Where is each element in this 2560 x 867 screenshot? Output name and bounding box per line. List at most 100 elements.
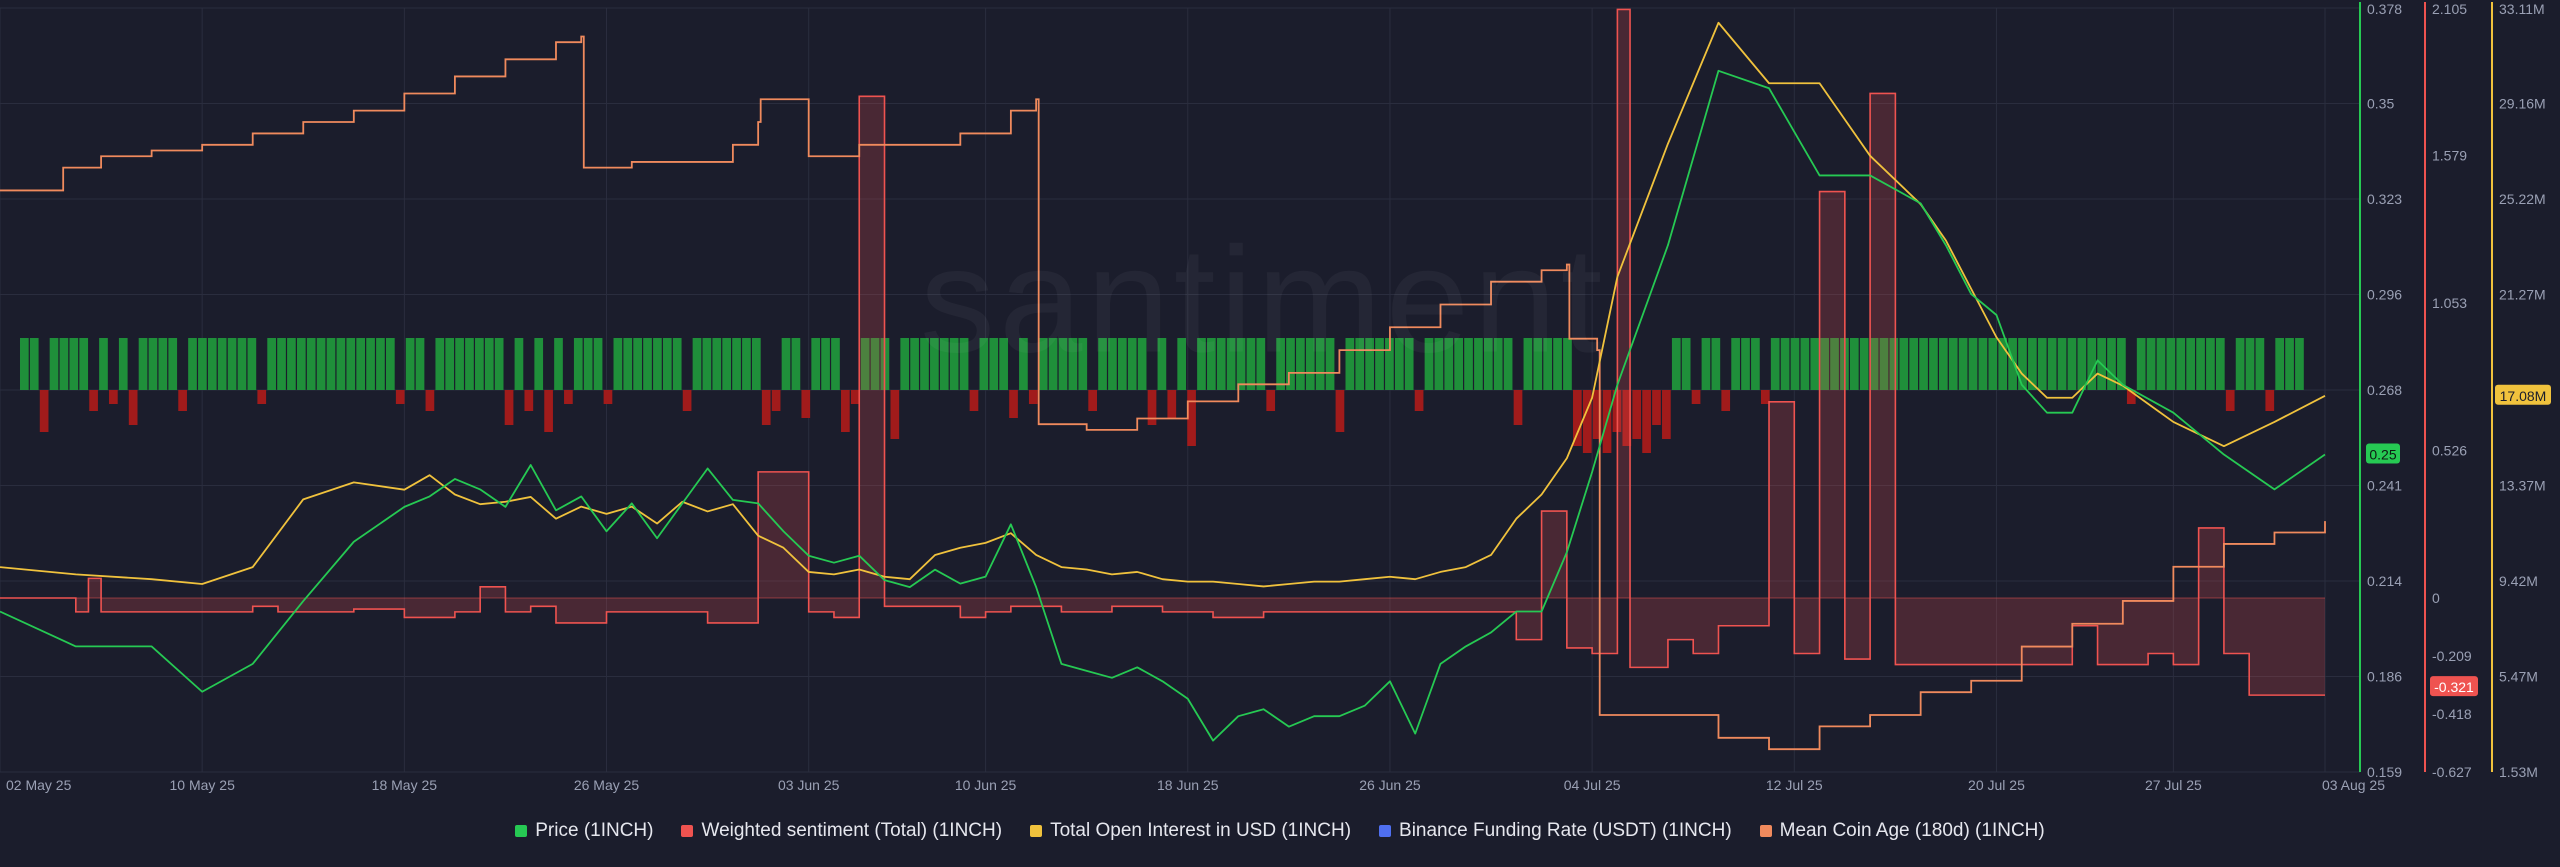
funding-bar xyxy=(2176,338,2186,390)
x-tick-label: 12 Jul 25 xyxy=(1766,777,1823,793)
legend-item[interactable]: Weighted sentiment (Total) (1INCH) xyxy=(681,820,1002,842)
funding-bar xyxy=(1454,338,1463,390)
funding-bar xyxy=(1038,338,1048,390)
funding-bar xyxy=(1464,338,1473,390)
funding-bar xyxy=(2196,338,2205,390)
funding-bar xyxy=(59,338,69,390)
funding-bar xyxy=(1157,338,1167,390)
funding-bar xyxy=(1108,338,1117,390)
funding-bar xyxy=(99,338,108,390)
funding-bar xyxy=(2265,390,2275,411)
funding-bar xyxy=(1256,338,1266,390)
funding-bar xyxy=(198,338,207,390)
x-tick-label: 10 May 25 xyxy=(169,777,235,793)
funding-bar xyxy=(1404,338,1414,390)
sentiment-tick-label: 1.579 xyxy=(2432,147,2467,163)
x-tick-label: 03 Aug 25 xyxy=(2322,777,2385,793)
x-tick-label: 10 Jun 25 xyxy=(955,777,1017,793)
funding-bar xyxy=(751,338,761,390)
legend-label: Binance Funding Rate (USDT) (1INCH) xyxy=(1399,820,1732,841)
funding-bar xyxy=(1553,338,1562,390)
funding-bar xyxy=(662,338,672,390)
price-tick-label: 0.159 xyxy=(2367,764,2402,780)
funding-bar xyxy=(2126,390,2136,404)
funding-bar xyxy=(1236,338,1246,390)
funding-bar xyxy=(969,390,979,411)
funding-bar xyxy=(1355,338,1365,390)
funding-bar xyxy=(1662,390,1671,439)
funding-bar xyxy=(296,338,306,390)
funding-bar xyxy=(1948,338,1958,390)
funding-bar xyxy=(128,390,138,425)
sentiment-tick-label: 0 xyxy=(2432,590,2440,606)
price-current-badge: 0.25 xyxy=(2369,447,2396,463)
funding-bar xyxy=(1068,338,1078,390)
funding-bar xyxy=(158,338,168,390)
funding-bar xyxy=(2245,338,2255,390)
funding-bar xyxy=(1246,338,1256,390)
funding-bar xyxy=(1167,390,1177,418)
funding-bar xyxy=(850,390,860,404)
legend-item[interactable]: Binance Funding Rate (USDT) (1INCH) xyxy=(1379,820,1732,842)
funding-bar xyxy=(1394,338,1404,390)
funding-bar xyxy=(316,338,326,390)
x-tick-label: 18 May 25 xyxy=(372,777,438,793)
funding-bar xyxy=(989,338,999,390)
legend-swatch xyxy=(515,825,528,837)
funding-bar xyxy=(425,390,435,411)
funding-bar xyxy=(623,338,633,390)
funding-bar xyxy=(2206,338,2215,390)
chart-legend: Price (1INCH) Weighted sentiment (Total) … xyxy=(0,820,2560,842)
funding-bar xyxy=(939,338,949,390)
x-tick-label: 02 May 25 xyxy=(6,777,72,793)
funding-bar xyxy=(1216,338,1226,390)
legend-item[interactable]: Mean Coin Age (180d) (1INCH) xyxy=(1759,820,2045,842)
funding-bar xyxy=(1939,338,1948,390)
funding-bar xyxy=(2215,338,2225,390)
funding-bar xyxy=(1137,338,1147,390)
funding-bar xyxy=(1474,338,1483,390)
funding-bar xyxy=(1731,338,1740,390)
funding-bar xyxy=(1088,390,1098,411)
x-tick-label: 20 Jul 25 xyxy=(1968,777,2025,793)
open_interest-tick-label: 25.22M xyxy=(2499,191,2546,207)
funding-bar xyxy=(1978,338,1988,390)
price-tick-label: 0.323 xyxy=(2367,191,2402,207)
funding-bar xyxy=(672,338,682,390)
funding-bar xyxy=(1770,338,1780,390)
legend-item[interactable]: Price (1INCH) xyxy=(515,820,653,842)
funding-bar xyxy=(1276,338,1285,390)
sentiment-tick-label: -0.627 xyxy=(2432,764,2472,780)
funding-bar xyxy=(564,390,573,404)
funding-bar xyxy=(2077,338,2087,390)
legend-item[interactable]: Total Open Interest in USD (1INCH) xyxy=(1030,820,1351,842)
funding-bar xyxy=(168,338,178,390)
price-current-badge-bg xyxy=(2366,443,2400,464)
funding-bar xyxy=(1968,338,1978,390)
funding-bar xyxy=(1751,338,1760,390)
funding-bar xyxy=(900,338,910,390)
funding-bar xyxy=(118,338,128,390)
funding-bar xyxy=(336,338,346,390)
funding-bar xyxy=(20,338,29,390)
funding-bar xyxy=(1681,338,1691,390)
funding-bar xyxy=(2285,338,2294,390)
funding-bar xyxy=(366,338,375,390)
funding-bar xyxy=(514,338,524,390)
funding-bar xyxy=(1078,338,1088,390)
funding-bar xyxy=(1207,338,1216,390)
funding-bar xyxy=(1889,338,1899,390)
funding-bar xyxy=(890,390,900,439)
funding-bar xyxy=(2166,338,2176,390)
funding-bar xyxy=(692,338,702,390)
price-tick-label: 0.214 xyxy=(2367,573,2402,589)
funding-bar xyxy=(455,338,464,390)
funding-bar xyxy=(603,390,613,404)
funding-bar xyxy=(920,338,929,390)
funding-bar xyxy=(1592,390,1602,439)
funding-bar xyxy=(831,338,840,390)
funding-bar xyxy=(1305,338,1315,390)
funding-bar xyxy=(2275,338,2285,390)
legend-label: Total Open Interest in USD (1INCH) xyxy=(1050,820,1352,841)
open_interest-tick-label: 29.16M xyxy=(2499,96,2546,112)
